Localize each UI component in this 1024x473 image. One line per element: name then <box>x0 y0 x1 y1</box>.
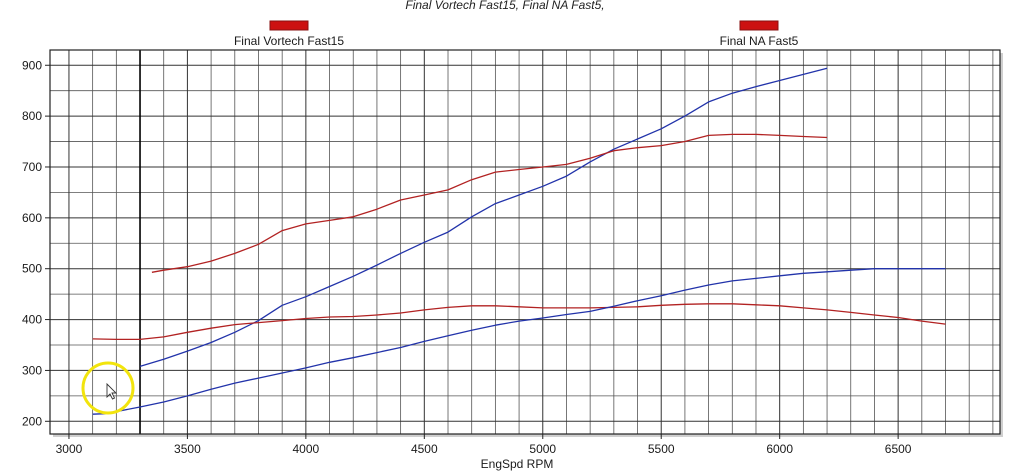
y-tick-label: 300 <box>22 363 42 377</box>
legend-label-na: Final NA Fast5 <box>720 34 799 48</box>
y-tick-label: 800 <box>22 109 42 123</box>
major-gridlines <box>50 50 1000 434</box>
plot-frame <box>49 49 1001 435</box>
x-tick-label: 3000 <box>56 442 83 456</box>
y-tick-label: 500 <box>22 262 42 276</box>
legend-swatch-na[interactable] <box>739 20 779 31</box>
x-tick-label: 4500 <box>411 442 438 456</box>
x-tick-label: 6500 <box>885 442 912 456</box>
x-tick-label: 6000 <box>766 442 793 456</box>
y-axis: 200 300 400 500 600 700 800 900 <box>22 58 50 428</box>
y-tick-label: 600 <box>22 211 42 225</box>
x-axis-label: EngSpd RPM <box>481 457 554 471</box>
plot-area <box>50 50 1000 434</box>
series-line-4 <box>92 268 946 415</box>
chart-title: Final Vortech Fast15, Final NA Fast5, <box>405 0 604 12</box>
y-tick-label: 200 <box>22 414 42 428</box>
x-tick-label: 4000 <box>293 442 320 456</box>
x-tick-label: 5500 <box>648 442 675 456</box>
y-tick-label: 700 <box>22 160 42 174</box>
series-layer <box>92 67 946 415</box>
y-tick-label: 400 <box>22 313 42 327</box>
pointer-highlight <box>81 361 135 415</box>
y-tick-label: 900 <box>22 58 42 72</box>
legend-swatch-vortech[interactable] <box>269 20 309 31</box>
legend-label-vortech: Final Vortech Fast15 <box>234 34 344 48</box>
series-line-2 <box>151 133 828 273</box>
x-tick-label: 5000 <box>529 442 556 456</box>
mouse-cursor-icon <box>106 382 118 400</box>
series-line-3 <box>92 303 946 341</box>
x-tick-label: 3500 <box>174 442 201 456</box>
x-axis: 3000 3500 4000 4500 5000 5500 6000 6500 <box>56 434 912 456</box>
